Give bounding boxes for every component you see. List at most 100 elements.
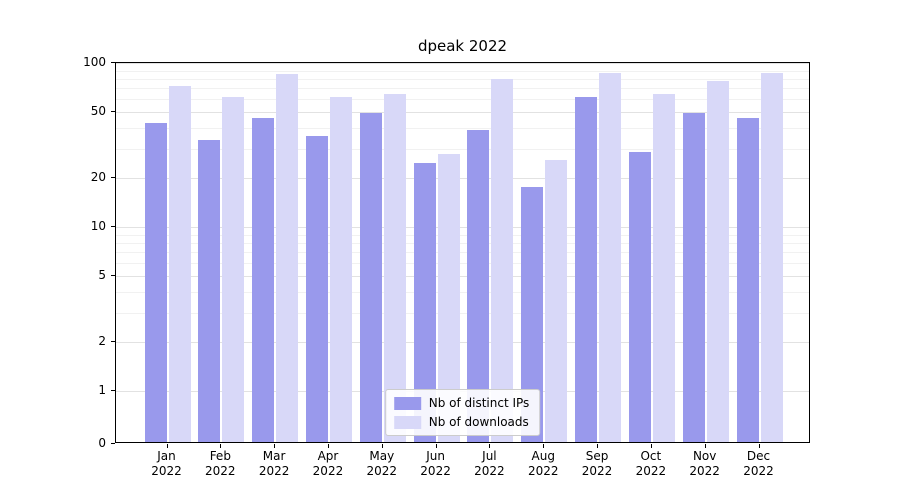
gridline-major xyxy=(116,341,809,343)
bar-distinct-ips xyxy=(682,113,705,442)
bar-distinct-ips xyxy=(252,117,275,442)
y-tick-mark xyxy=(111,226,115,228)
x-tick-month: Mar xyxy=(262,449,286,463)
x-tick-year: 2022 xyxy=(689,464,720,478)
x-tick-mark xyxy=(597,444,599,448)
gridline-minor xyxy=(116,242,809,244)
bar-downloads xyxy=(437,154,460,442)
y-tick-label: 100 xyxy=(83,55,106,69)
bar-distinct-ips xyxy=(359,113,382,442)
x-tick-label: Dec 2022 xyxy=(727,449,791,479)
bar-downloads xyxy=(276,74,299,442)
bar-distinct-ips xyxy=(736,117,759,442)
gridline-major xyxy=(116,112,809,114)
x-tick-mark xyxy=(758,444,760,448)
gridline-major xyxy=(116,227,809,229)
x-tick-month: Feb xyxy=(209,449,231,463)
gridline-minor xyxy=(116,78,809,80)
gridline-minor xyxy=(116,148,809,150)
x-tick-mark xyxy=(220,444,222,448)
x-tick-year: 2022 xyxy=(312,464,344,478)
legend-item-distinct-ips: Nb of distinct IPs xyxy=(393,396,530,410)
x-tick-label: May 2022 xyxy=(350,449,414,479)
x-tick-label: Jan 2022 xyxy=(135,449,199,479)
x-tick-year: 2022 xyxy=(420,464,451,478)
x-tick-month: Jun xyxy=(426,449,445,463)
x-tick-month: Oct xyxy=(640,449,662,463)
gridline-minor xyxy=(116,128,809,130)
y-tick-label: 1 xyxy=(98,383,106,398)
gridline-major xyxy=(116,276,809,278)
gridline-minor xyxy=(116,88,809,90)
x-tick-year: 2022 xyxy=(366,464,398,478)
x-tick-month: May xyxy=(369,449,395,463)
plot-area: Nb of distinct IPs Nb of downloads xyxy=(115,62,810,443)
x-tick-mark xyxy=(435,444,437,448)
x-tick-mark xyxy=(166,444,168,448)
bar-downloads xyxy=(652,93,675,442)
gridline-major xyxy=(116,63,809,64)
x-tick-month: Dec xyxy=(746,449,771,463)
gridline-minor xyxy=(116,263,809,265)
x-tick-month: Jan xyxy=(157,449,176,463)
x-tick-mark xyxy=(650,444,652,448)
gridline-minor xyxy=(116,312,809,314)
legend-item-downloads: Nb of downloads xyxy=(393,415,530,429)
gridline-minor xyxy=(116,234,809,236)
legend: Nb of distinct IPs Nb of downloads xyxy=(384,389,541,436)
bar-distinct-ips xyxy=(575,97,598,442)
y-tick-label: 50 xyxy=(90,104,106,119)
x-tick-label: Oct 2022 xyxy=(619,449,683,479)
x-tick-month: Apr xyxy=(317,449,339,463)
bar-downloads xyxy=(760,73,783,442)
x-tick-label: Sep 2022 xyxy=(565,449,629,479)
x-tick-month: Aug xyxy=(531,449,555,463)
bar-downloads xyxy=(329,97,352,442)
bar-distinct-ips xyxy=(628,151,651,442)
x-tick-label: Mar 2022 xyxy=(242,449,306,479)
gridline-minor xyxy=(116,70,809,72)
x-tick-label: Aug 2022 xyxy=(511,449,575,479)
x-tick-mark xyxy=(489,444,491,448)
bar-downloads xyxy=(491,78,514,442)
y-tick-label: 0 xyxy=(98,436,106,450)
x-tick-mark xyxy=(274,444,276,448)
legend-label-distinct-ips: Nb of distinct IPs xyxy=(428,396,530,410)
bar-distinct-ips xyxy=(305,135,328,442)
x-tick-year: 2022 xyxy=(151,464,182,478)
x-tick-year: 2022 xyxy=(635,464,667,478)
bar-downloads xyxy=(383,93,406,442)
bar-distinct-ips xyxy=(198,139,221,442)
bar-downloads xyxy=(599,73,622,442)
bar-distinct-ips xyxy=(521,187,544,442)
bar-downloads xyxy=(545,159,568,442)
gridline-minor xyxy=(116,99,809,101)
bar-distinct-ips xyxy=(413,162,436,442)
x-tick-mark xyxy=(327,444,329,448)
x-tick-label: Apr 2022 xyxy=(296,449,360,479)
x-tick-year: 2022 xyxy=(527,464,559,478)
gridline-major xyxy=(116,177,809,179)
bar-downloads xyxy=(168,86,191,442)
legend-swatch-downloads xyxy=(393,415,421,429)
x-tick-label: Jun 2022 xyxy=(404,449,468,479)
bar-downloads xyxy=(222,97,245,442)
x-tick-label: Jul 2022 xyxy=(457,449,521,479)
x-tick-year: 2022 xyxy=(205,464,236,478)
bar-downloads xyxy=(706,80,729,442)
bar-distinct-ips xyxy=(144,122,167,442)
x-tick-month: Sep xyxy=(585,449,609,463)
y-tick-mark xyxy=(111,111,115,113)
y-tick-mark xyxy=(111,62,115,63)
x-tick-year: 2022 xyxy=(258,464,290,478)
gridline-minor xyxy=(116,292,809,294)
y-tick-label: 20 xyxy=(90,169,106,184)
x-tick-mark xyxy=(381,444,383,448)
x-tick-label: Nov 2022 xyxy=(673,449,737,479)
y-tick-label: 10 xyxy=(90,219,106,234)
gridline-minor xyxy=(116,252,809,254)
x-tick-month: Jul xyxy=(482,449,497,463)
y-tick-mark xyxy=(111,275,115,277)
y-tick-mark xyxy=(111,443,115,444)
